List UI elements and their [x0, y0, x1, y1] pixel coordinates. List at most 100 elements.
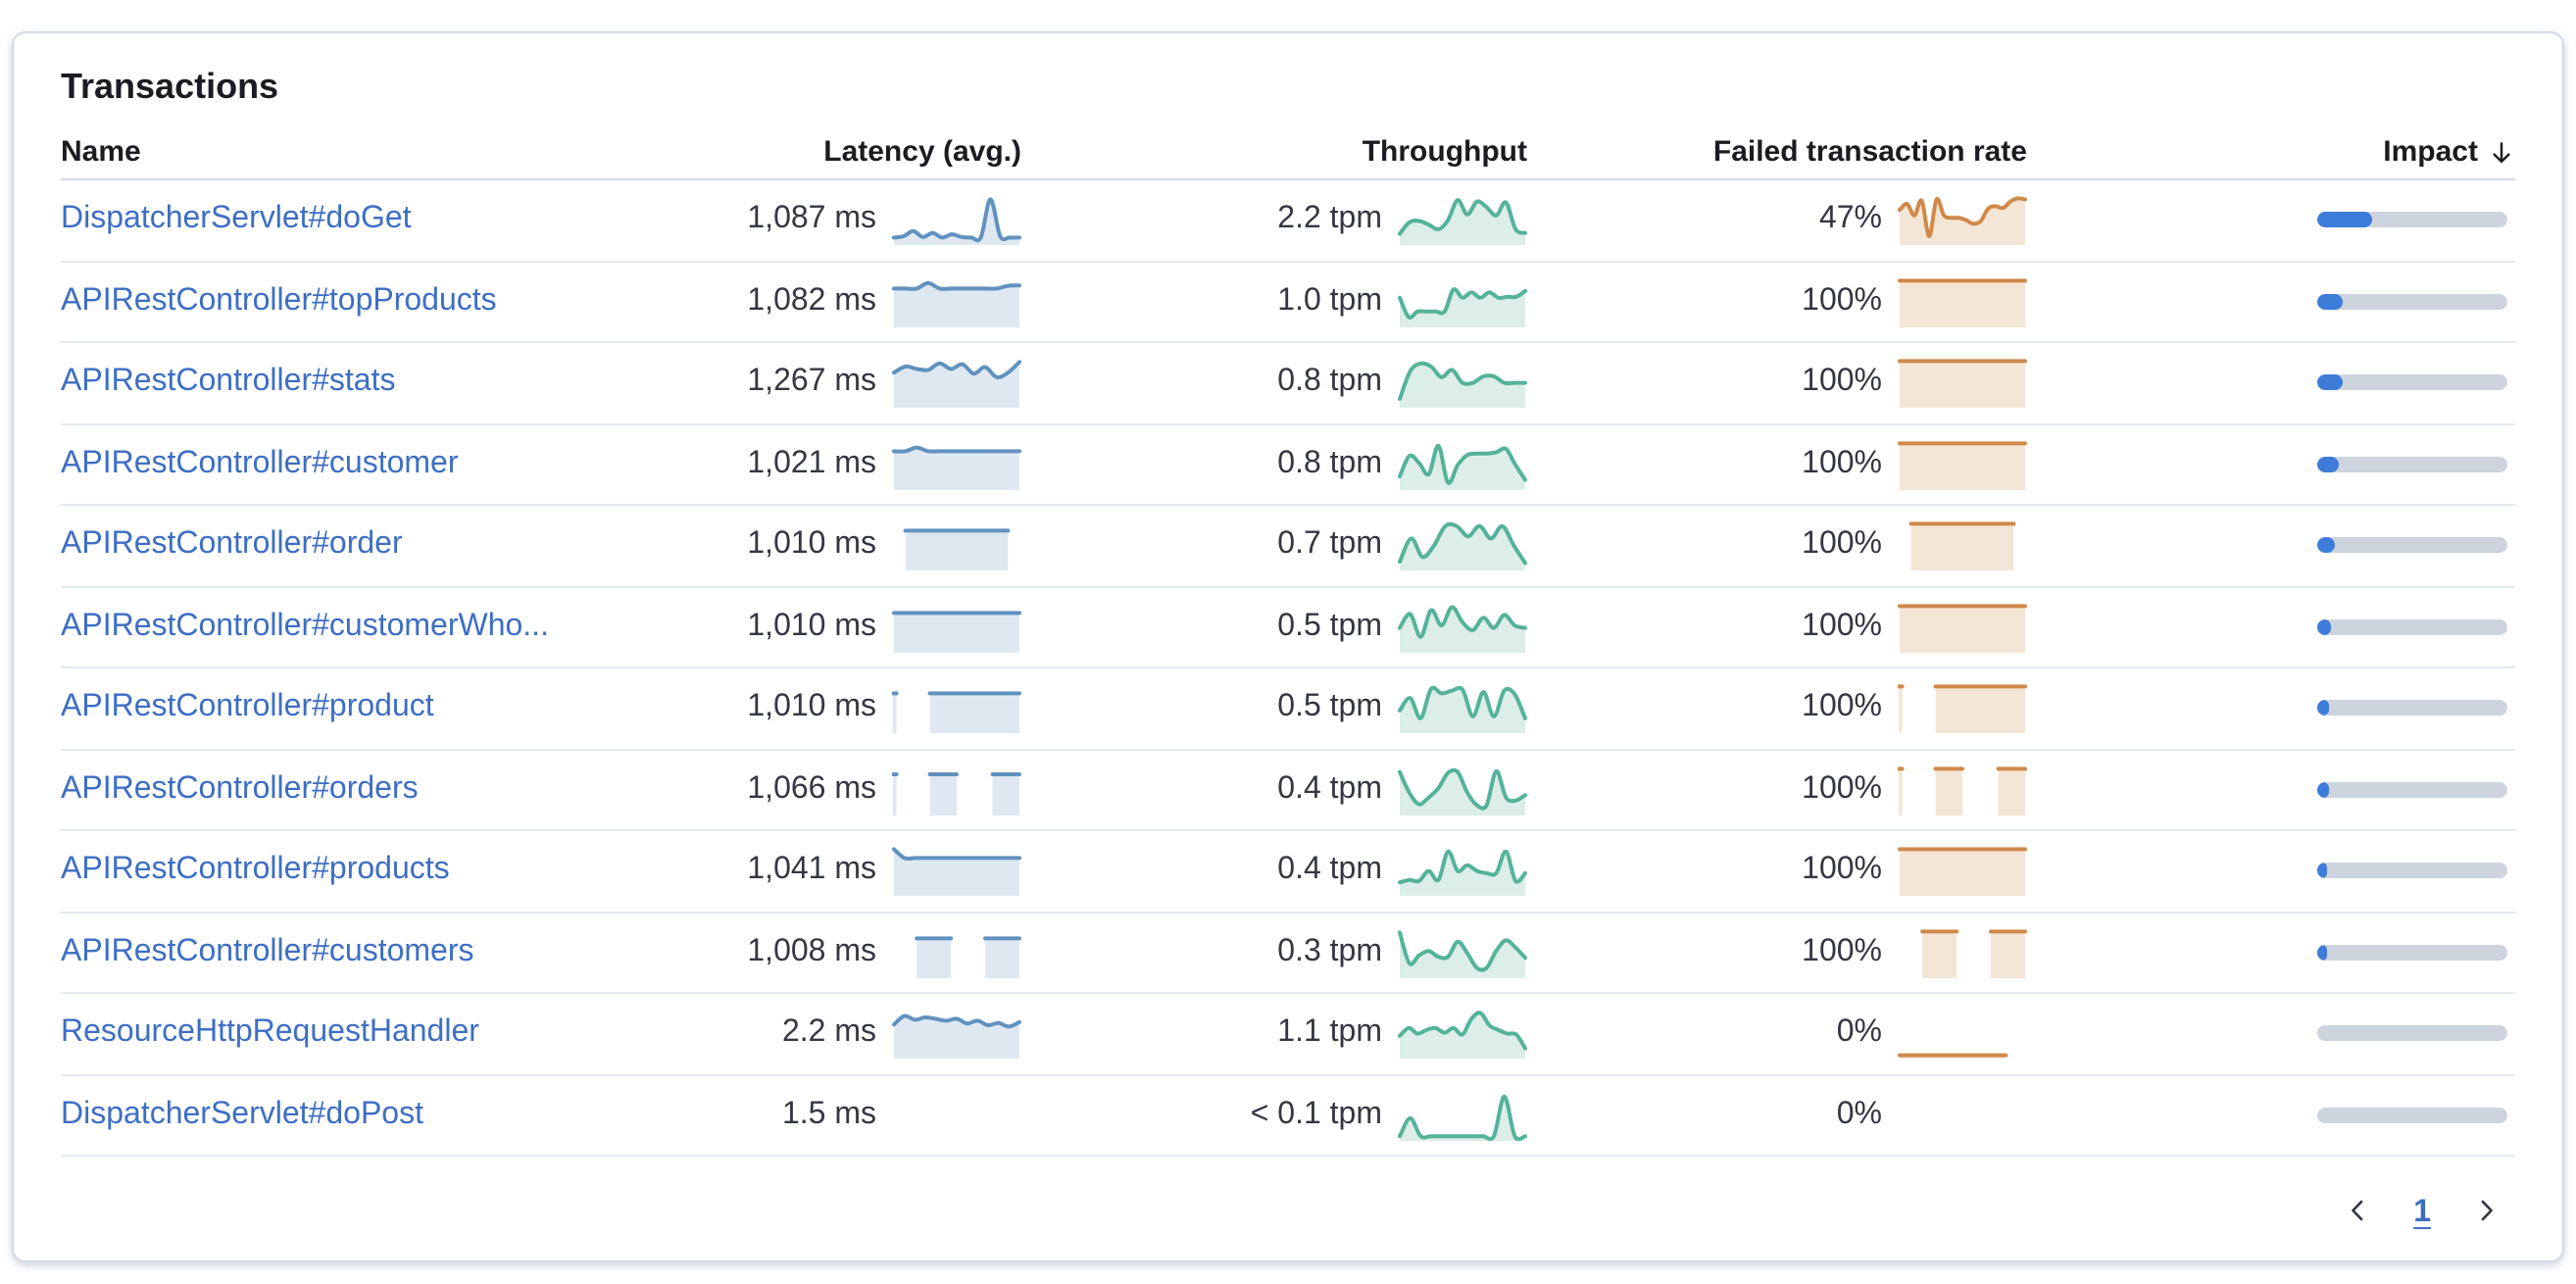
throughput-value: 0.5 tpm — [1277, 609, 1382, 643]
transaction-link[interactable]: APIRestController#customers — [61, 934, 474, 968]
latency-sparkline — [892, 439, 1021, 490]
throughput-value: 0.5 tpm — [1277, 690, 1382, 724]
impact-bar-track — [2317, 374, 2507, 391]
throughput-sparkline — [1398, 927, 1527, 978]
latency-value: 1,010 ms — [747, 527, 876, 562]
throughput-value: < 0.1 tpm — [1250, 1097, 1382, 1131]
column-header-impact[interactable]: Impact — [2027, 135, 2515, 169]
table-row: APIRestController#order 1,010 ms 0.7 tpm… — [61, 506, 2515, 587]
failed-rate-value: 47% — [1818, 202, 1882, 236]
impact-bar-track — [2317, 863, 2507, 879]
impact-bar-fill — [2317, 944, 2327, 961]
transaction-link[interactable]: DispatcherServlet#doGet — [61, 202, 412, 236]
failed-rate-sparkline — [1898, 358, 2027, 409]
throughput-value: 2.2 tpm — [1277, 202, 1382, 236]
latency-value: 1.5 ms — [781, 1097, 876, 1131]
latency-value: 1,082 ms — [747, 283, 876, 318]
transaction-link[interactable]: APIRestController#topProducts — [61, 283, 497, 318]
transaction-link[interactable]: APIRestController#orders — [61, 771, 419, 806]
failed-rate-value: 100% — [1802, 527, 1882, 562]
latency-value: 1,010 ms — [747, 690, 876, 724]
sort-descending-arrow-icon — [2488, 139, 2515, 167]
latency-value: 1,066 ms — [747, 771, 876, 806]
impact-bar-track — [2317, 293, 2507, 310]
table-row: DispatcherServlet#doPost 1.5 ms < 0.1 tp… — [61, 1075, 2515, 1157]
latency-sparkline — [892, 683, 1021, 734]
table-row: APIRestController#customer 1,021 ms 0.8 … — [61, 424, 2515, 506]
table-row: APIRestController#customers 1,008 ms 0.3… — [61, 913, 2515, 994]
next-page-button[interactable] — [2466, 1189, 2507, 1236]
page-number[interactable]: 1 — [2413, 1195, 2431, 1228]
impact-bar-track — [2317, 618, 2507, 635]
transaction-link[interactable]: DispatcherServlet#doPost — [61, 1097, 423, 1131]
transaction-link[interactable]: APIRestController#order — [61, 527, 403, 562]
failed-rate-sparkline — [1898, 765, 2027, 815]
latency-value: 1,087 ms — [747, 202, 876, 236]
impact-bar-fill — [2317, 618, 2331, 635]
impact-bar-fill — [2317, 374, 2343, 391]
throughput-sparkline — [1398, 358, 1527, 409]
throughput-sparkline — [1398, 846, 1527, 897]
failed-rate-sparkline — [1898, 439, 2027, 490]
column-header-impact-label: Impact — [2383, 135, 2478, 169]
latency-sparkline — [892, 276, 1021, 327]
transaction-link[interactable]: APIRestController#customerWho... — [61, 609, 549, 643]
table-row: APIRestController#orders 1,066 ms 0.4 tp… — [61, 750, 2515, 831]
latency-value: 1,021 ms — [747, 446, 876, 480]
transaction-link[interactable]: APIRestController#products — [61, 853, 450, 887]
latency-sparkline — [892, 602, 1021, 653]
chevron-left-icon — [2345, 1197, 2370, 1228]
impact-bar-track — [2317, 456, 2507, 472]
table-row: APIRestController#customerWho... 1,010 m… — [61, 587, 2515, 668]
transaction-link[interactable]: APIRestController#customer — [61, 446, 459, 480]
latency-sparkline — [892, 1090, 1021, 1141]
failed-rate-sparkline — [1898, 846, 2027, 897]
throughput-value: 0.7 tpm — [1277, 527, 1382, 562]
table-row: APIRestController#product 1,010 ms 0.5 t… — [61, 668, 2515, 750]
latency-value: 2.2 ms — [781, 1015, 876, 1050]
throughput-sparkline — [1398, 276, 1527, 327]
transaction-link[interactable]: APIRestController#stats — [61, 365, 396, 399]
latency-sparkline — [892, 195, 1021, 246]
table-row: DispatcherServlet#doGet 1,087 ms 2.2 tpm… — [61, 180, 2515, 262]
failed-rate-value: 0% — [1836, 1097, 1882, 1131]
failed-rate-sparkline — [1898, 1090, 2027, 1141]
impact-bar-fill — [2317, 293, 2343, 310]
column-header-failed-rate: Failed transaction rate — [1712, 135, 2027, 169]
table-row: APIRestController#topProducts 1,082 ms 1… — [61, 262, 2515, 343]
failed-rate-sparkline — [1898, 276, 2027, 327]
throughput-sparkline — [1398, 195, 1527, 246]
throughput-value: 1.0 tpm — [1277, 283, 1382, 318]
failed-rate-value: 100% — [1802, 446, 1882, 480]
throughput-sparkline — [1398, 765, 1527, 815]
impact-bar-fill — [2317, 456, 2340, 472]
column-header-latency: Latency (avg.) — [823, 135, 1021, 169]
impact-bar-track — [2317, 700, 2507, 716]
previous-page-button[interactable] — [2337, 1189, 2378, 1236]
throughput-sparkline — [1398, 439, 1527, 490]
transaction-link[interactable]: ResourceHttpRequestHandler — [61, 1015, 479, 1050]
impact-bar-track — [2317, 944, 2507, 961]
failed-rate-value: 100% — [1802, 283, 1882, 318]
latency-sparkline — [892, 765, 1021, 815]
failed-rate-value: 100% — [1802, 609, 1882, 643]
failed-rate-value: 0% — [1836, 1015, 1882, 1050]
transactions-card: Transactions Name Latency (avg.) Through… — [12, 31, 2564, 1262]
latency-value: 1,041 ms — [747, 853, 876, 887]
impact-bar-track — [2317, 1025, 2507, 1042]
throughput-value: 0.8 tpm — [1277, 365, 1382, 399]
table-body: DispatcherServlet#doGet 1,087 ms 2.2 tpm… — [61, 180, 2515, 1157]
impact-bar-fill — [2317, 863, 2328, 879]
transaction-link[interactable]: APIRestController#product — [61, 690, 434, 724]
throughput-sparkline — [1398, 520, 1527, 571]
throughput-value: 0.4 tpm — [1277, 853, 1382, 887]
failed-rate-sparkline — [1898, 195, 2027, 246]
impact-bar-track — [2317, 781, 2507, 798]
impact-bar-fill — [2317, 212, 2373, 228]
latency-sparkline — [892, 846, 1021, 897]
latency-value: 1,008 ms — [747, 934, 876, 968]
failed-rate-sparkline — [1898, 1009, 2027, 1060]
failed-rate-sparkline — [1898, 520, 2027, 571]
throughput-sparkline — [1398, 1090, 1527, 1141]
throughput-sparkline — [1398, 602, 1527, 653]
